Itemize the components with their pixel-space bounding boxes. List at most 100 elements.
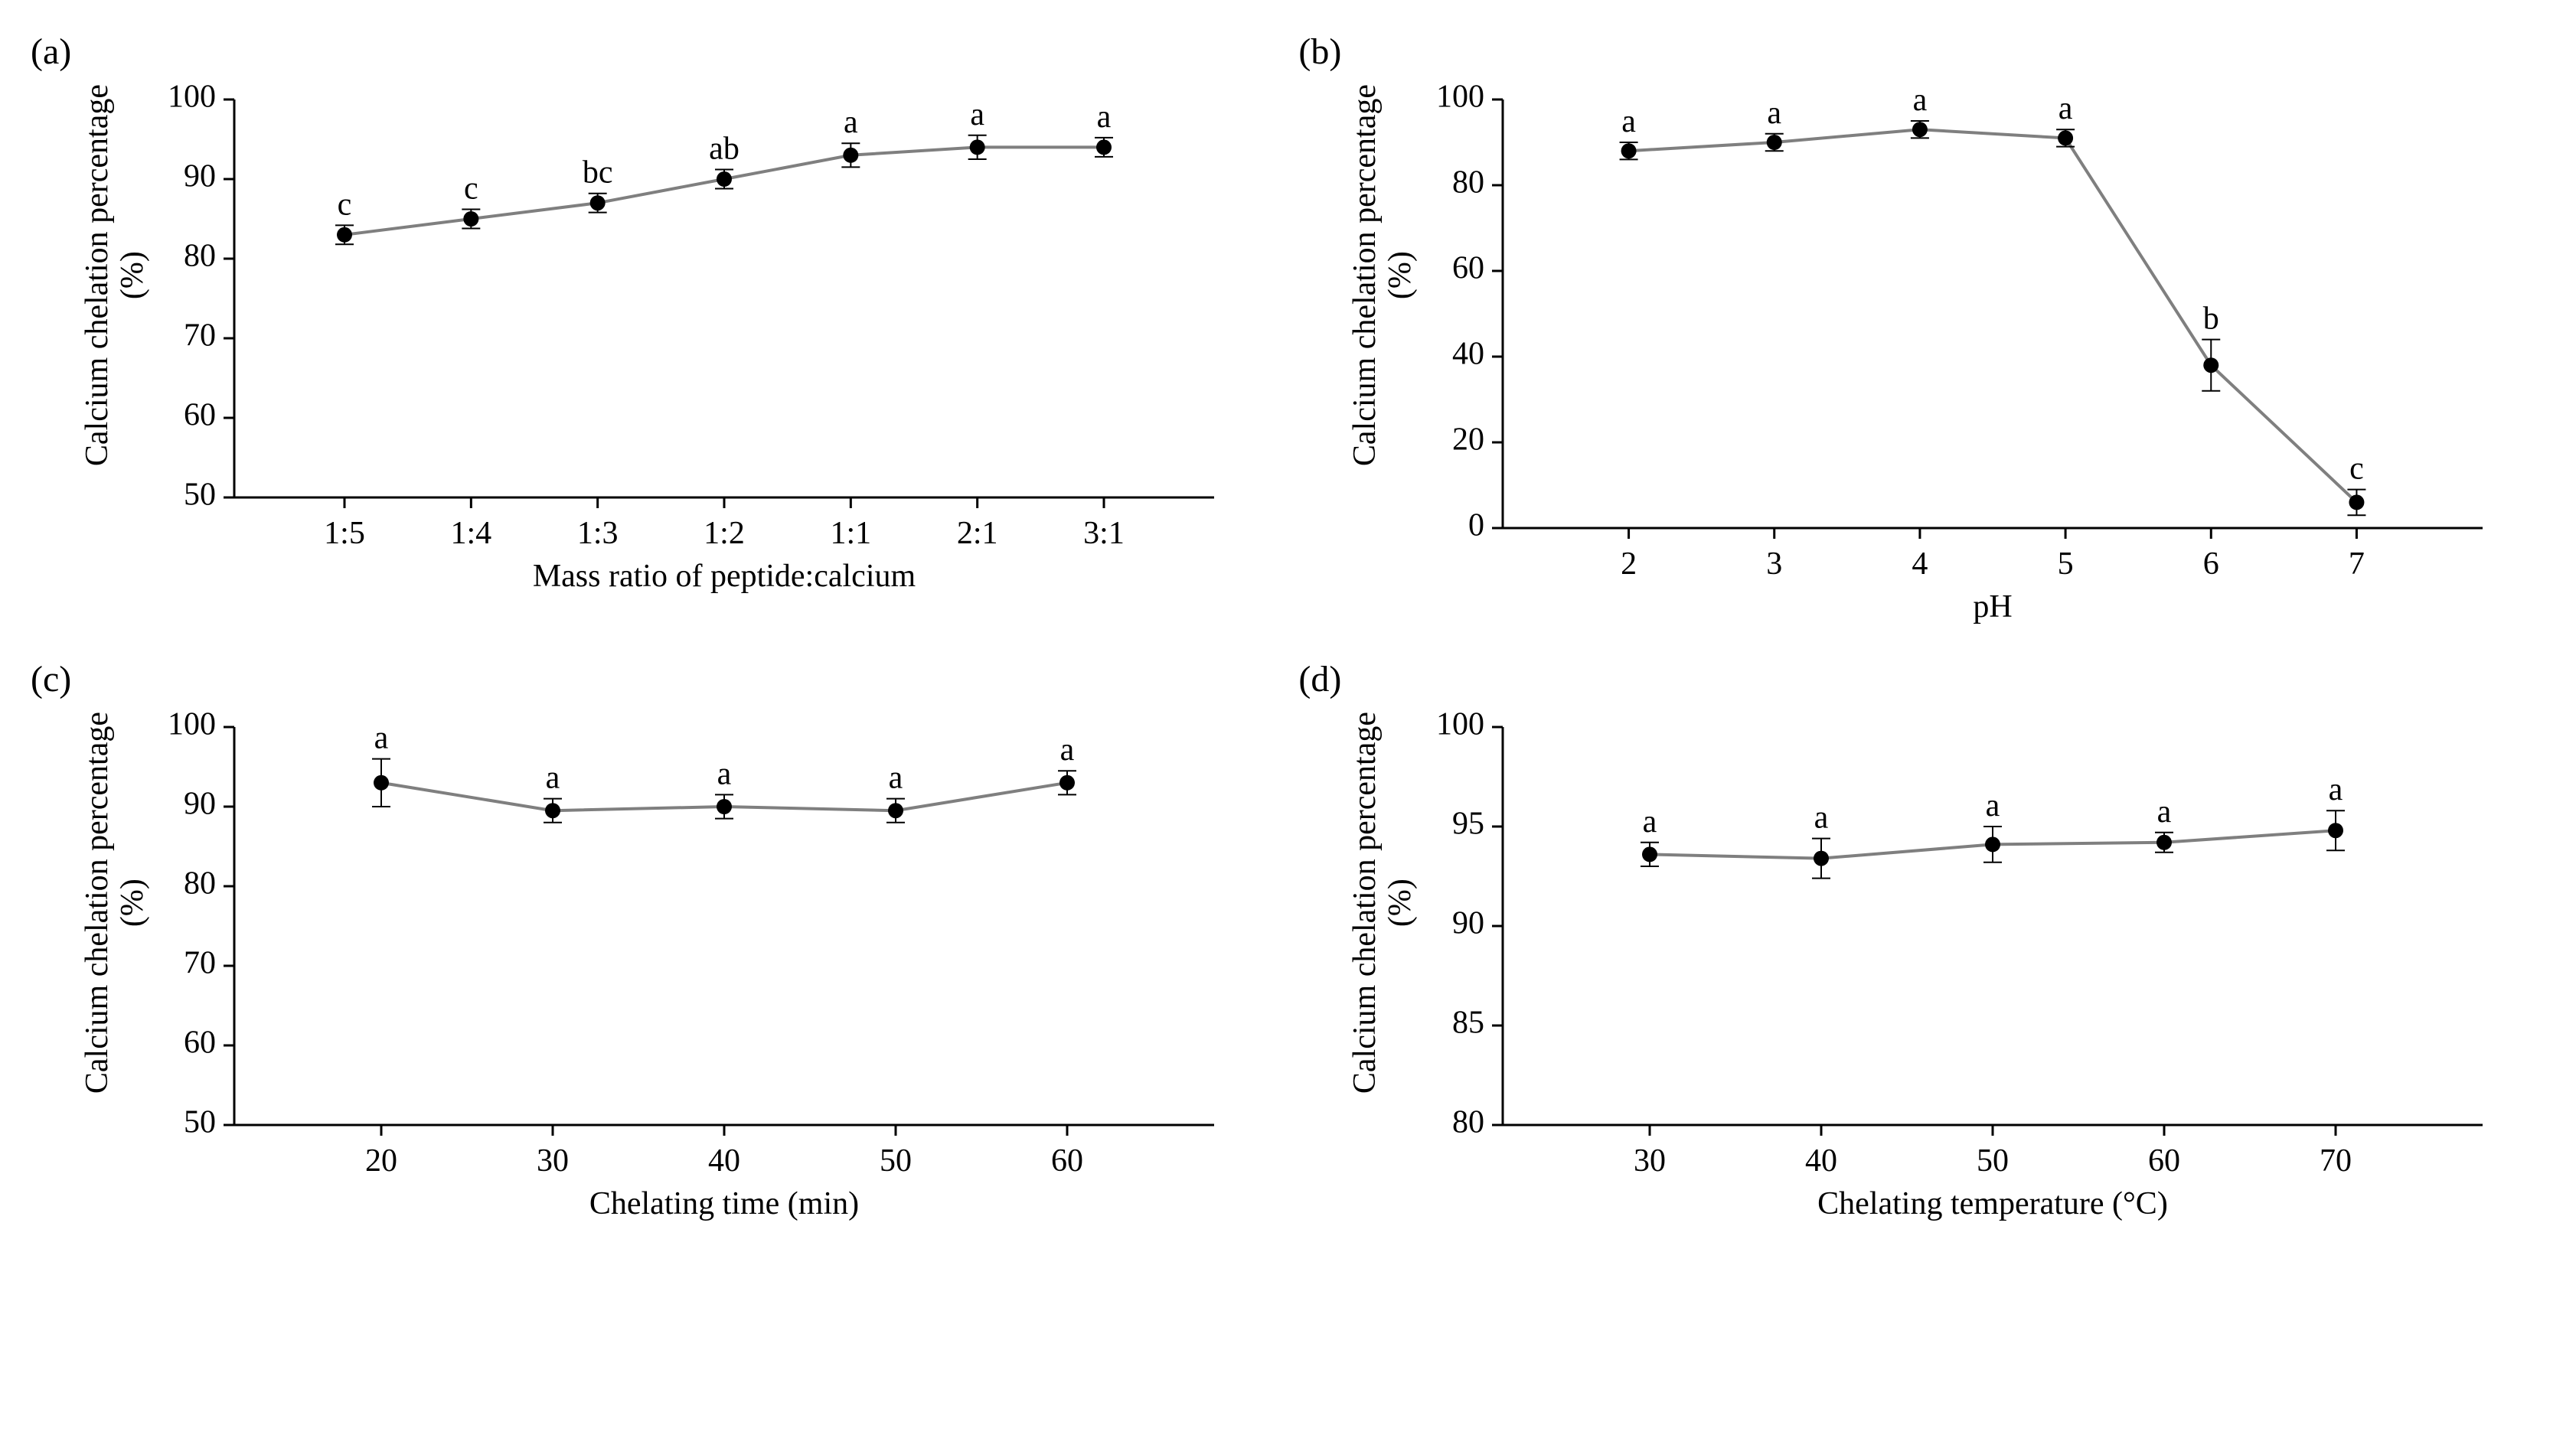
x-tick-label: 7 [2349,546,2365,582]
significance-letter: a [2328,772,2343,807]
data-marker [2058,130,2073,145]
panel-d-label: (d) [1298,658,1341,700]
x-axis-label: Chelating temperature (°C) [1817,1186,2168,1221]
ylabel-line1: Calcium chelation percentage [1347,84,1383,466]
significance-letter: a [844,105,858,140]
significance-letter: bc [583,155,613,191]
y-tick-label: 100 [1436,84,1484,115]
data-marker [717,171,732,187]
x-tick-label: 1:1 [831,516,872,551]
x-tick-label: 1:5 [325,516,366,551]
y-tick-label: 60 [1452,251,1484,286]
ylabel-line2: (%) [1383,251,1419,299]
significance-letter: b [2203,302,2219,337]
y-tick-label: 100 [168,84,216,115]
ylabel-line1: Calcium chelation percentage [80,84,115,466]
data-marker [464,211,479,227]
ylabel-line1: Calcium chelation percentage [1347,712,1383,1094]
x-tick-label: 3 [1766,546,1782,582]
x-axis-label: Mass ratio of peptide:calcium [533,559,916,594]
panel-b-label: (b) [1298,31,1341,73]
y-tick-label: 40 [1452,337,1484,372]
significance-letter: ab [710,132,740,167]
significance-letter: a [546,761,560,796]
y-tick-label: 80 [184,866,216,902]
significance-letter: a [374,721,389,756]
x-tick-label: 1:2 [704,516,746,551]
x-tick-label: 70 [2320,1143,2352,1179]
significance-letter: c [338,187,352,222]
panel-a-svg: 50607080901001:51:41:31:21:12:13:1Mass r… [150,84,1237,597]
x-tick-label: 3:1 [1084,516,1125,551]
panel-b-svg: 020406080100234567pHaaaabc [1419,84,2506,628]
significance-letter: a [889,761,903,796]
y-tick-label: 95 [1452,807,1484,842]
y-tick-label: 90 [184,787,216,822]
significance-letter: c [2349,452,2364,487]
figure-grid: (a) Calcium chelation percentage (%) 506… [31,31,2480,1255]
y-tick-label: 85 [1452,1006,1484,1041]
data-marker [1642,846,1657,862]
panel-b-ylabel: Calcium chelation percentage (%) [1344,84,1418,466]
panel-d-svg: 808590951003040506070Chelating temperatu… [1419,712,2506,1224]
significance-letter: a [717,756,732,791]
y-tick-label: 100 [1436,712,1484,742]
y-tick-label: 50 [184,478,216,513]
data-marker [2156,835,2172,850]
ylabel-line1: Calcium chelation percentage [80,712,115,1094]
data-marker [1096,139,1112,155]
data-marker [2203,357,2218,373]
panel-c-svg: 50607080901002030405060Chelating time (m… [150,712,1237,1224]
data-marker [1766,135,1781,150]
significance-letter: a [2156,794,2171,830]
y-tick-label: 0 [1468,508,1484,543]
significance-letter: a [1912,84,1927,118]
ylabel-line2: (%) [1383,879,1419,927]
x-tick-label: 40 [708,1143,740,1179]
panel-c-chart-wrap: Calcium chelation percentage (%) 5060708… [77,712,1237,1224]
panel-a: (a) Calcium chelation percentage (%) 506… [31,31,1237,628]
significance-letter: a [2059,91,2073,126]
x-tick-label: 20 [365,1143,397,1179]
x-tick-label: 1:3 [577,516,619,551]
x-axis-label: pH [1973,589,2012,624]
x-tick-label: 1:4 [451,516,492,551]
significance-letter: a [1814,801,1828,836]
panel-c-ylabel: Calcium chelation percentage (%) [77,712,150,1094]
y-tick-label: 60 [184,1026,216,1061]
significance-letter: a [1985,788,2000,823]
panel-c-label: (c) [31,658,71,700]
panel-d-ylabel: Calcium chelation percentage (%) [1344,712,1418,1094]
data-marker [1059,775,1075,791]
y-tick-label: 80 [1452,165,1484,201]
significance-letter: c [464,171,478,207]
significance-letter: a [1060,732,1075,768]
panel-d-chart-wrap: Calcium chelation percentage (%) 80 85 90 9… [1344,712,2505,1224]
series-line [1628,129,2356,502]
significance-letter: a [1767,96,1781,131]
x-tick-label: 60 [2148,1143,2180,1179]
panel-b: (b) Calcium chelation percentage (%) 0 20… [1298,31,2505,628]
panel-d: (d) Calcium chelation percentage (%) 80 8… [1298,658,2505,1255]
y-tick-label: 80 [1452,1105,1484,1140]
data-marker [2328,823,2343,838]
y-tick-label: 70 [184,946,216,981]
y-tick-label: 20 [1452,422,1484,458]
data-marker [590,195,606,210]
y-tick-label: 90 [184,159,216,194]
x-tick-label: 2:1 [957,516,998,551]
data-marker [1912,122,1928,137]
panel-b-chart-wrap: Calcium chelation percentage (%) 0 20 40 60… [1344,84,2505,628]
y-tick-label: 90 [1452,906,1484,941]
significance-letter: a [1642,804,1657,840]
x-tick-label: 30 [1634,1143,1666,1179]
x-tick-label: 5 [2057,546,2073,582]
data-marker [888,803,903,818]
significance-letter: a [1097,99,1112,135]
panel-a-ylabel: Calcium chelation percentage (%) [77,84,150,466]
data-marker [1985,836,2000,852]
data-marker [545,803,560,818]
data-marker [1814,851,1829,866]
data-marker [337,227,352,243]
x-tick-label: 60 [1051,1143,1083,1179]
